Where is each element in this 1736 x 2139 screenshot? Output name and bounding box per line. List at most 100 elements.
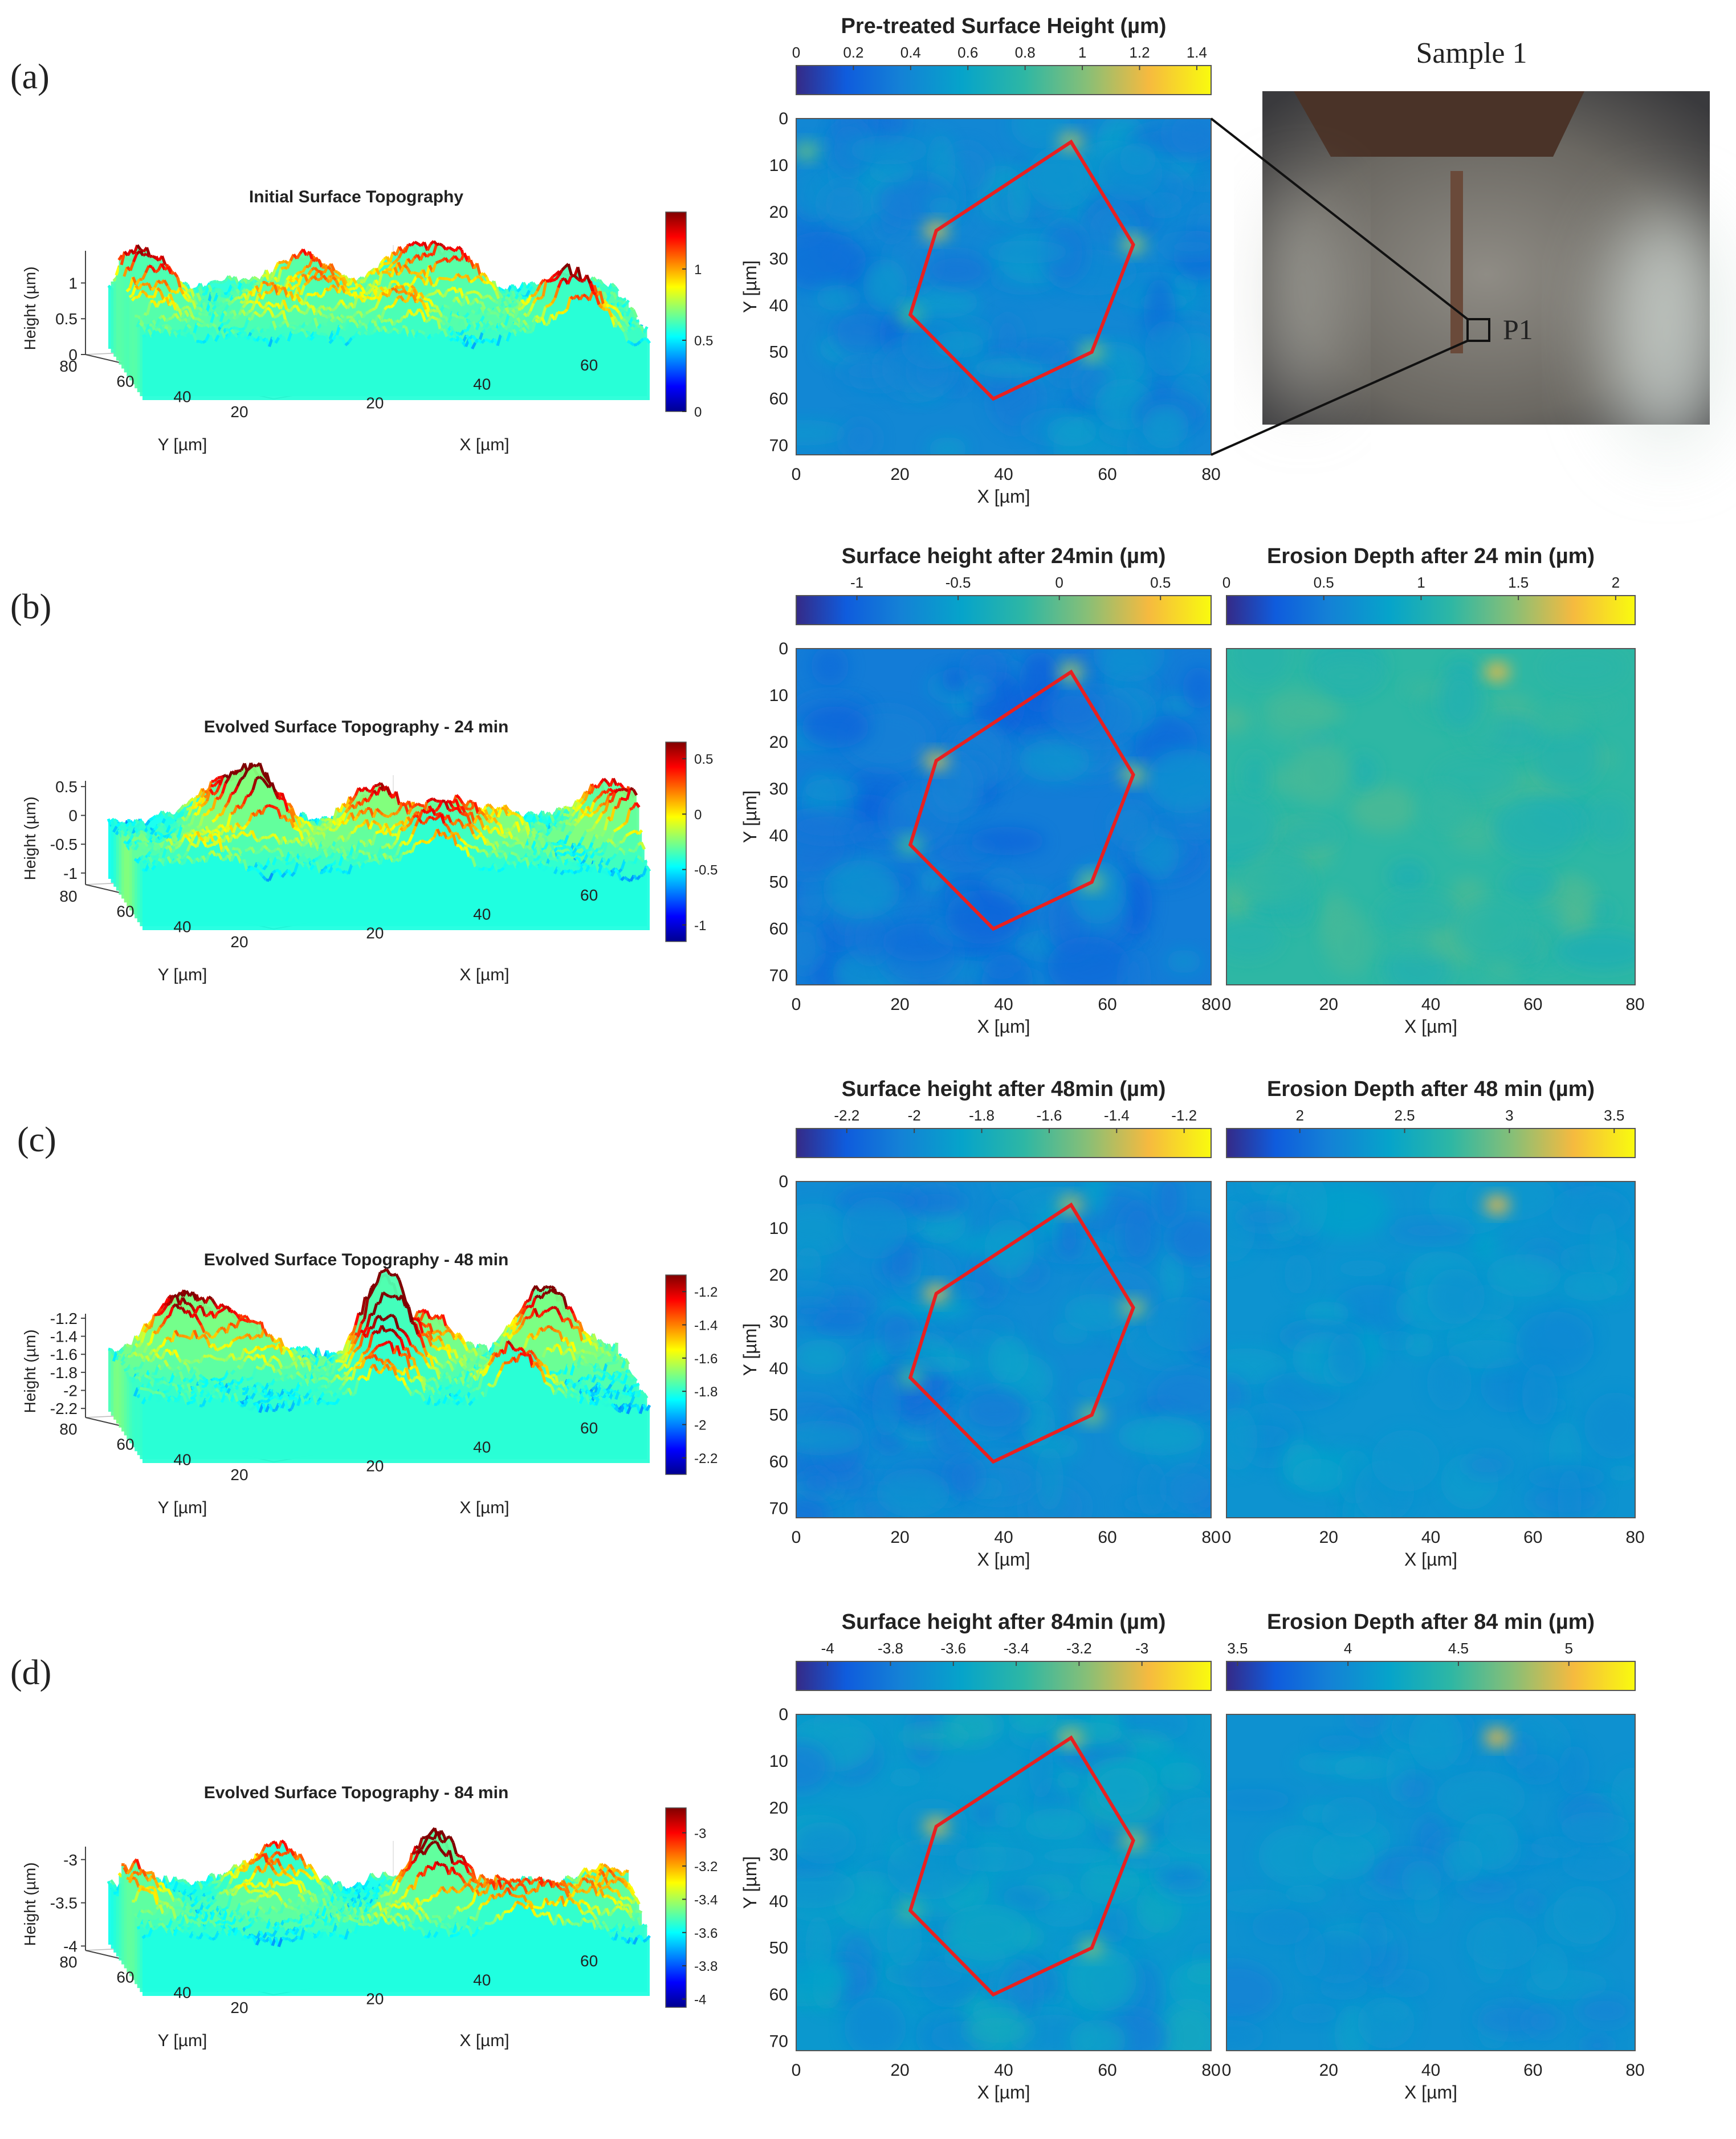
topo3d-surface-crest bbox=[321, 266, 325, 269]
topo3d-surface-crest bbox=[541, 815, 547, 820]
topo3d-surface-crest bbox=[217, 288, 222, 292]
photo-highlight bbox=[1268, 182, 1336, 410]
topo3d-surface-crest bbox=[159, 849, 164, 853]
topo3d-surface-crest bbox=[160, 822, 165, 827]
map1-x-tick-label: 80 bbox=[1201, 995, 1220, 1014]
topo3d-surface-crest bbox=[397, 251, 404, 259]
topo3d-surface-crest bbox=[289, 850, 293, 854]
topo3d-surface-crest bbox=[476, 829, 482, 834]
topo3d-surface-crest bbox=[429, 299, 435, 307]
topo3d-surface-crest bbox=[511, 812, 515, 815]
topo3d-z-tick-label: 1 bbox=[68, 274, 78, 292]
topo3d-surface-crest bbox=[345, 855, 351, 859]
topo3d-surface-crest bbox=[217, 292, 222, 297]
topo3d-surface-crest bbox=[156, 287, 162, 292]
topo3d-surface-crest bbox=[351, 319, 356, 324]
topo3d-surface-crest bbox=[372, 307, 376, 311]
topo3d-surface-crest bbox=[462, 292, 468, 299]
topo3d-surface-crest bbox=[478, 293, 484, 299]
topo3d-surface-crest bbox=[359, 840, 363, 843]
topo3d-surface-crest bbox=[525, 290, 531, 298]
topo3d-surface-crest bbox=[497, 286, 503, 291]
topo3d-surface-crest bbox=[295, 322, 300, 327]
map1-x-tick-label: 60 bbox=[1098, 995, 1116, 1014]
topo3d-surface-crest bbox=[123, 266, 129, 277]
map2-x-tick-label: 40 bbox=[1421, 995, 1440, 1014]
topo3d-surface-crest bbox=[576, 277, 582, 282]
topo3d-surface-crest bbox=[620, 797, 625, 801]
topo3d-surface-crest bbox=[344, 287, 350, 293]
topo3d-surface-crest bbox=[526, 852, 531, 857]
topo3d-surface-crest bbox=[271, 805, 275, 809]
topo3d-surface-crest bbox=[474, 311, 479, 316]
topo3d-surface-crest bbox=[529, 810, 534, 815]
topo3d-surface-crest bbox=[346, 283, 351, 287]
topo3d-x-axis-label: X [µm] bbox=[459, 965, 509, 984]
topo3d-surface-crest bbox=[383, 262, 387, 266]
topo3d-surface-crest bbox=[156, 831, 161, 835]
topo3d-surface-crest bbox=[217, 312, 222, 317]
heatmap-hotspot bbox=[1219, 390, 1244, 408]
topo3d-surface-crest bbox=[484, 866, 489, 871]
topo3d-surface-crest bbox=[428, 292, 432, 296]
map1-x-tick-label: 0 bbox=[792, 995, 801, 1014]
topo3d-surface-crest bbox=[616, 826, 621, 831]
topo3d-colorbar-tick-label: 0 bbox=[694, 807, 702, 822]
heatmap-blob bbox=[1316, 662, 1382, 691]
topo3d-surface-crest bbox=[153, 842, 158, 846]
topo3d-surface-crest bbox=[494, 290, 500, 299]
map2-x-tick-label: 20 bbox=[1319, 995, 1338, 1014]
topo3d-surface-crest bbox=[328, 827, 333, 832]
heatmap-blob bbox=[1232, 854, 1316, 903]
topo3d-surface-crest bbox=[186, 855, 191, 860]
topo3d-surface-crest bbox=[407, 243, 412, 247]
topo3d-surface-crest bbox=[135, 295, 138, 299]
topo3d-surface-crest bbox=[295, 293, 301, 303]
topo3d-surface-crest bbox=[609, 304, 614, 309]
topo3d-surface-crest bbox=[213, 292, 219, 303]
heatmap-blob bbox=[1143, 192, 1184, 219]
topo3d-panel-2: Evolved Surface Topography - 48 min-2.2-… bbox=[21, 1250, 718, 1517]
map2-x-axis-label: X [µm] bbox=[1404, 1016, 1457, 1037]
topo3d-surface-crest bbox=[186, 807, 190, 811]
topo3d-surface-crest bbox=[369, 296, 373, 300]
topo3d-surface-crest bbox=[563, 845, 568, 849]
map1-x-tick-label: 0 bbox=[792, 465, 801, 484]
topo3d-surface-crest bbox=[475, 291, 480, 295]
map1-x-axis-label: X [µm] bbox=[977, 486, 1030, 507]
topo3d-surface-crest bbox=[276, 268, 283, 282]
topo3d-surface-crest bbox=[397, 271, 402, 276]
topo3d-surface-crest bbox=[251, 282, 258, 288]
topo3d-surface-crest bbox=[575, 851, 580, 857]
topo3d-surface-crest bbox=[449, 301, 455, 309]
topo3d-surface-crest bbox=[235, 301, 242, 313]
topo3d-surface-crest bbox=[639, 874, 644, 878]
map1-colorbar-tick-label: 0.5 bbox=[1150, 574, 1171, 591]
topo3d-surface-crest bbox=[626, 340, 631, 344]
topo3d-surface-crest bbox=[324, 306, 330, 311]
topo3d-surface-crest bbox=[633, 343, 638, 347]
map1-y-tick-label: 40 bbox=[769, 296, 788, 315]
topo3d-surface-crest bbox=[201, 312, 205, 316]
topo3d-surface-crest bbox=[401, 250, 406, 254]
topo3d-surface-crest bbox=[589, 828, 594, 832]
map1-colorbar bbox=[796, 65, 1212, 95]
topo3d-surface-crest bbox=[450, 807, 456, 812]
topo3d-surface-crest bbox=[557, 806, 562, 811]
heatmap-blob bbox=[796, 231, 866, 291]
topo3d-surface-crest bbox=[307, 268, 313, 276]
topo3d-surface-crest bbox=[227, 302, 233, 306]
topo3d-surface-crest bbox=[184, 824, 189, 829]
topo3d-surface-crest bbox=[175, 825, 180, 830]
heatmap-blob bbox=[1482, 959, 1521, 980]
map1-x-tick-label: 40 bbox=[994, 465, 1013, 484]
heatmap-blob bbox=[927, 197, 960, 217]
topo3d-surface-crest bbox=[601, 810, 606, 814]
topo3d-surface-crest bbox=[496, 821, 501, 826]
topo3d-surface-crest bbox=[547, 863, 552, 868]
topo3d-title: Evolved Surface Topography - 24 min bbox=[204, 718, 509, 736]
map1-colorbar-tick-label: 0.2 bbox=[843, 44, 863, 61]
topo3d-surface-crest bbox=[357, 278, 362, 283]
topo3d-surface-crest bbox=[360, 287, 366, 295]
topo3d-surface-crest bbox=[143, 291, 149, 298]
